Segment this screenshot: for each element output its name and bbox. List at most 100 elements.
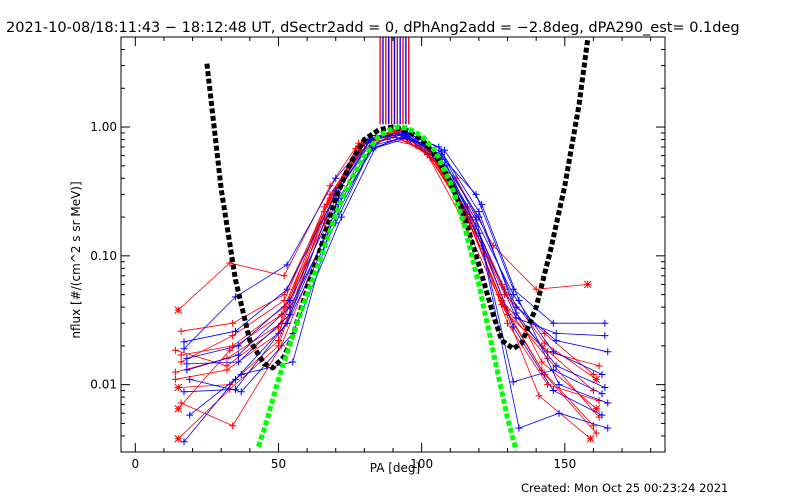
- data-point-plus: [601, 384, 609, 392]
- data-point-star: [174, 434, 183, 443]
- plot-frame: [120, 36, 666, 453]
- data-point-plus: [237, 370, 245, 378]
- data-point-plus: [598, 370, 606, 378]
- data-point-plus: [171, 375, 179, 383]
- data-point-plus: [229, 422, 237, 430]
- data-point-plus: [283, 261, 291, 269]
- data-point-plus: [549, 319, 557, 327]
- series-line: [178, 139, 588, 311]
- data-point-plus: [509, 291, 517, 299]
- data-point-plus: [472, 213, 480, 221]
- fit-curve-black: [204, 38, 591, 371]
- y-axis: 0.01 0.10 1.00: [90, 36, 665, 453]
- data-point-star: [586, 434, 595, 443]
- data-point-star: [174, 383, 183, 392]
- data-point-plus: [475, 208, 483, 216]
- y-tick-label: 0.10: [90, 249, 117, 263]
- x-tick-label: 150: [553, 457, 576, 471]
- plot-area: [120, 36, 666, 453]
- data-point-plus: [598, 390, 606, 398]
- data-point-plus: [186, 411, 194, 419]
- data-point-plus: [538, 358, 546, 366]
- data-point-plus: [552, 337, 560, 345]
- data-point-plus: [237, 388, 245, 396]
- data-point-plus: [229, 332, 237, 340]
- series-line: [181, 128, 600, 367]
- y-axis-title: nflux [#/(cm^2 s sr MeV)]: [69, 181, 83, 338]
- series-line: [177, 131, 597, 409]
- data-point-plus: [332, 174, 340, 182]
- series-red-1: [171, 126, 597, 395]
- data-point-plus: [509, 378, 517, 386]
- data-point-plus: [555, 409, 563, 417]
- data-point-plus: [286, 297, 294, 305]
- data-point-plus: [601, 332, 609, 340]
- data-point-plus: [604, 424, 612, 432]
- data-point-plus: [601, 319, 609, 327]
- series-red-4: [177, 125, 603, 370]
- data-point-plus: [171, 368, 179, 376]
- data-point-plus: [234, 351, 242, 359]
- data-point-plus: [535, 392, 543, 400]
- data-point-plus: [512, 314, 520, 322]
- data-point-plus: [604, 399, 612, 407]
- x-axis: 0 50 100 150: [131, 37, 652, 471]
- data-point-star: [174, 404, 183, 413]
- series-blue-17: [186, 131, 612, 407]
- x-tick-label: 100: [410, 457, 433, 471]
- data-point-plus: [180, 345, 188, 353]
- data-point-plus: [555, 381, 563, 389]
- plot-data-layer: [171, 37, 612, 451]
- data-point-plus: [183, 366, 191, 374]
- data-point-plus: [183, 360, 191, 368]
- data-point-plus: [532, 285, 540, 293]
- data-point-plus: [549, 366, 557, 374]
- series-blue-12: [183, 129, 612, 374]
- data-point-star: [174, 306, 183, 314]
- series-blue-15: [183, 133, 609, 392]
- data-point-plus: [337, 213, 345, 221]
- data-point-plus: [604, 348, 612, 356]
- data-point-plus: [234, 342, 242, 350]
- data-point-plus: [509, 323, 517, 331]
- data-point-plus: [515, 424, 523, 432]
- data-point-plus: [280, 291, 288, 299]
- data-point-plus: [286, 303, 294, 311]
- data-point-plus: [598, 411, 606, 419]
- data-point-plus: [223, 362, 231, 370]
- series-line: [183, 133, 605, 349]
- x-axis-title: PA [deg]: [370, 461, 420, 475]
- series-red-9: [174, 128, 601, 413]
- data-point-plus: [435, 143, 443, 151]
- data-point-plus: [552, 362, 560, 370]
- data-point-plus: [229, 319, 237, 327]
- data-point-plus: [515, 297, 523, 305]
- data-point-plus: [280, 272, 288, 280]
- data-point-plus: [441, 146, 449, 154]
- series-line: [180, 131, 597, 434]
- data-point-plus: [232, 327, 240, 335]
- y-tick-label: 0.01: [90, 378, 117, 392]
- data-point-plus: [180, 338, 188, 346]
- data-point-plus: [274, 329, 282, 337]
- data-point-plus: [289, 358, 297, 366]
- data-point-plus: [177, 358, 185, 366]
- series-red-6: [174, 131, 601, 413]
- data-point-plus: [186, 375, 194, 383]
- data-point-plus: [552, 329, 560, 337]
- data-point-plus: [232, 375, 240, 383]
- data-point-plus: [171, 346, 179, 354]
- series-line: [178, 135, 597, 410]
- chart-title: 2021-10-08/18:11:43 − 18:12:48 UT, dSect…: [6, 20, 740, 36]
- data-point-plus: [283, 285, 291, 293]
- data-point-plus: [549, 387, 557, 395]
- data-point-plus: [232, 385, 240, 393]
- data-point-star: [592, 404, 601, 413]
- data-point-plus: [234, 358, 242, 366]
- x-tick-label: 50: [271, 457, 286, 471]
- created-timestamp: Created: Mon Oct 25 00:23:24 2021: [521, 481, 728, 495]
- series-line: [178, 133, 591, 440]
- data-point-plus: [592, 429, 600, 437]
